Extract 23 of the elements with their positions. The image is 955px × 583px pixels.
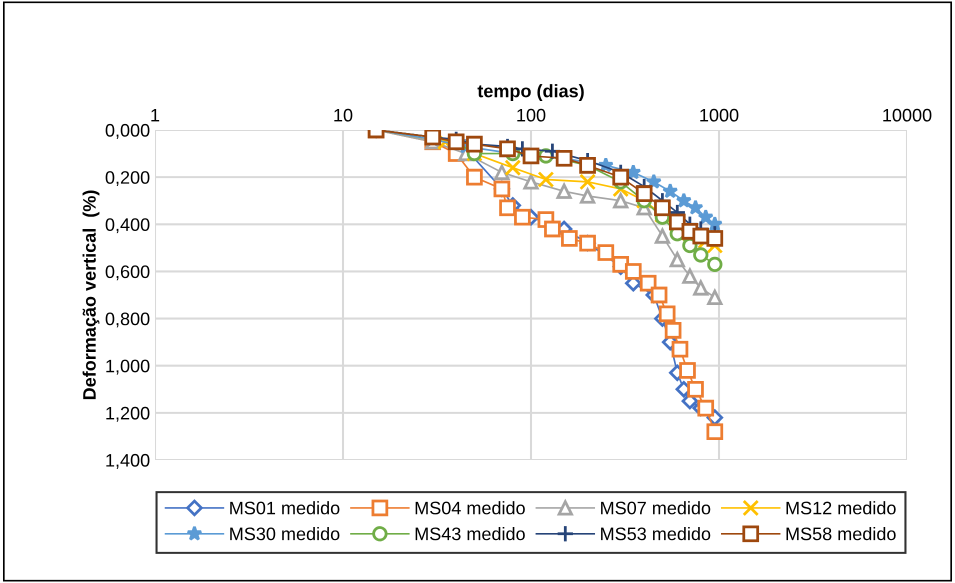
y-tick-label: 0,800 (106, 312, 150, 328)
y-axis-title: Deformação vertical (%) (82, 190, 100, 400)
legend-label: MS58 medido (786, 527, 896, 540)
x-tick-label: 1 (151, 108, 160, 122)
y-tick-label: 0,600 (106, 265, 150, 280)
x-tick-label: 100 (517, 108, 546, 122)
y-tick-label: 1,200 (106, 406, 150, 422)
legend-label: MS53 medido (601, 527, 710, 540)
x-tick-label: 10 (334, 108, 352, 122)
legend-label: MS04 medido (416, 501, 525, 514)
x-tick-label: 1000 (700, 108, 738, 122)
legend-label: MS07 medido (601, 501, 710, 514)
legend-label: MS01 medido (230, 501, 340, 514)
y-tick-label: 0,000 (106, 124, 150, 139)
x-tick-label: 10000 (883, 108, 932, 122)
y-tick-label: 0,200 (106, 171, 150, 186)
legend-label: MS12 medido (786, 501, 896, 514)
legend-label: MS30 medido (230, 527, 340, 540)
y-tick-label: 0,400 (106, 218, 150, 234)
y-tick-label: 1,400 (106, 454, 150, 469)
legend-label: MS43 medido (416, 527, 525, 540)
x-axis-title: tempo (dias) (478, 84, 584, 101)
y-tick-label: 1,000 (106, 360, 150, 375)
